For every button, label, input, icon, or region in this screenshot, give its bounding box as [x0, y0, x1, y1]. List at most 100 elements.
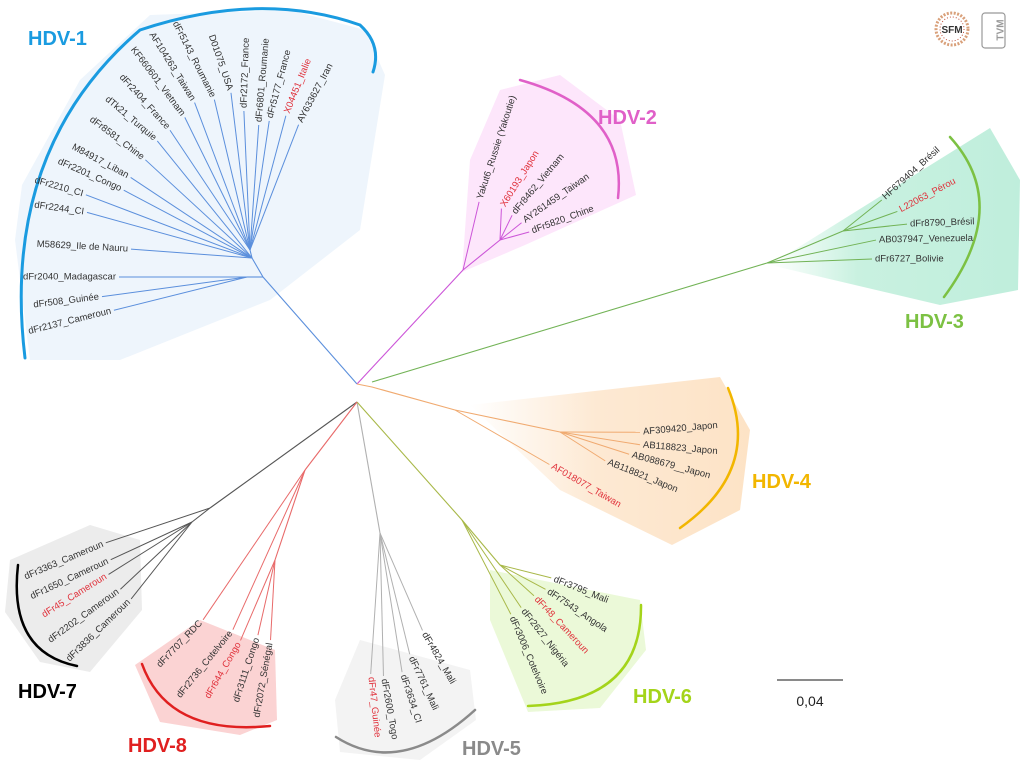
hdv-7-label: HDV-7 [18, 681, 77, 703]
leaf-branch [379, 532, 403, 673]
leaf-branch [454, 409, 550, 465]
leaf-label: dFr6727_Bolivie [875, 254, 944, 265]
leaf-branch [249, 120, 270, 251]
leaf-branch [120, 521, 193, 590]
hdv-3-label: HDV-3 [905, 311, 964, 333]
leaf-branch [230, 92, 251, 251]
tvm-logo: TVM [981, 12, 1007, 49]
leaf-label: dFr2172_France [239, 38, 252, 109]
leaf-branch [240, 559, 276, 641]
leaf-branch [559, 431, 641, 446]
hdv-3-internal-branch [766, 230, 844, 264]
leaf-branch [110, 521, 193, 561]
leaf-branch [499, 564, 552, 579]
hdv-3-background [770, 128, 1020, 305]
leaf-branch [156, 140, 253, 259]
hdv-1-label: HDV-1 [28, 28, 87, 50]
hdv-2-label: HDV-2 [598, 107, 657, 129]
leaf-label: AB037947_Venezuela [879, 233, 974, 246]
leaf-branch [145, 159, 253, 259]
hdv-6-background [490, 570, 646, 712]
hdv-1-stem-branch [262, 276, 358, 385]
leaf-branch [130, 176, 253, 259]
scale-bar-label: 0,04 [796, 693, 823, 709]
leaf-branch [213, 99, 251, 251]
hdv-7-stem-branch [209, 401, 358, 509]
leaf-branch [249, 124, 260, 251]
hdv-6-label: HDV-6 [633, 686, 692, 708]
leaf-branch [108, 521, 193, 575]
leaf-branch [379, 532, 384, 677]
leaf-branch [379, 532, 411, 655]
leaf-label: M58629_Ile de Nauru [36, 239, 128, 255]
leaf-branch [249, 124, 300, 251]
hdv-4-bracket-arc [678, 386, 740, 530]
leaf-label: dFr8790_Brésil [910, 216, 975, 229]
leaf-branch [499, 564, 546, 590]
hdv-8-label: HDV-8 [128, 735, 187, 757]
leaf-branch [232, 469, 306, 630]
leaf-branch [113, 276, 248, 311]
hdv-2-bracket-arc [518, 78, 621, 200]
leaf-branch [249, 115, 287, 251]
leaf-branch [130, 248, 253, 259]
hdv-1-internal-branch [249, 249, 253, 259]
hdv-3-bracket-arc [942, 135, 981, 299]
leaf-branch [243, 110, 251, 251]
hdv-5-stem-branch [356, 401, 381, 534]
leaf-branch [461, 519, 512, 615]
leaf-branch [499, 208, 502, 241]
leaf-branch [86, 211, 253, 259]
leaf-branch [202, 469, 306, 621]
hdv-6-internal-branch [461, 519, 501, 566]
hdv-6-bracket-arc [526, 603, 643, 708]
leaf-branch [462, 201, 480, 271]
leaf-branch [499, 231, 530, 241]
leaf-branch [559, 431, 606, 462]
scale-bar: 0,04 [777, 679, 843, 709]
hdv-3-stem-branch [371, 262, 768, 383]
leaf-branch [101, 276, 248, 298]
sfm-logo-text: SFM [941, 25, 962, 36]
hdv-7-internal-branch [191, 507, 211, 523]
hdv-8-internal-branch [274, 469, 306, 561]
hdv-4-internal-branch [454, 409, 561, 433]
hdv-7-bracket-arc [15, 563, 79, 668]
leaf-branch [499, 215, 513, 241]
leaf-branch [499, 564, 535, 597]
leaf-label: dFr2040_Madagascar [23, 272, 116, 283]
hdv-5-background [335, 640, 476, 760]
leaf-branch [766, 239, 877, 264]
sfm-logo: SFM [934, 11, 970, 47]
leaf-branch [270, 559, 276, 641]
leaf-branch [257, 559, 276, 636]
leaf-branch [559, 431, 630, 455]
leaf-branch [184, 117, 251, 251]
leaf-branch [130, 521, 193, 600]
leaf-branch [85, 194, 253, 259]
leaf-branch [123, 189, 253, 259]
leaf-branch [842, 223, 908, 232]
leaf-branch [499, 222, 522, 241]
leaf-branch [842, 210, 898, 232]
hdv-1-bracket-arc [19, 7, 378, 360]
hdv-4-label: HDV-4 [752, 471, 812, 493]
tvm-logo-text: TVM [996, 19, 1007, 40]
hdv-2-background [462, 75, 636, 272]
hdv-5-label: HDV-5 [462, 738, 521, 760]
hdv-8-bracket-arc [140, 662, 272, 729]
hdv-1-background [15, 10, 385, 360]
hdv-2-stem-branch [356, 269, 464, 385]
leaf-branch [194, 102, 251, 251]
leaf-branch [105, 507, 211, 544]
hdv-1-internal-branch [251, 257, 264, 278]
leaf-branch [842, 199, 883, 232]
leaf-branch [370, 532, 381, 675]
hdv-6-stem-branch [356, 401, 463, 521]
hdv-2-internal-branch [462, 239, 501, 271]
leaf-branch [766, 258, 873, 264]
hdv-8-stem-branch [304, 401, 358, 471]
leaf-branch [169, 129, 251, 251]
hdv-5-bracket-arc [334, 708, 477, 754]
